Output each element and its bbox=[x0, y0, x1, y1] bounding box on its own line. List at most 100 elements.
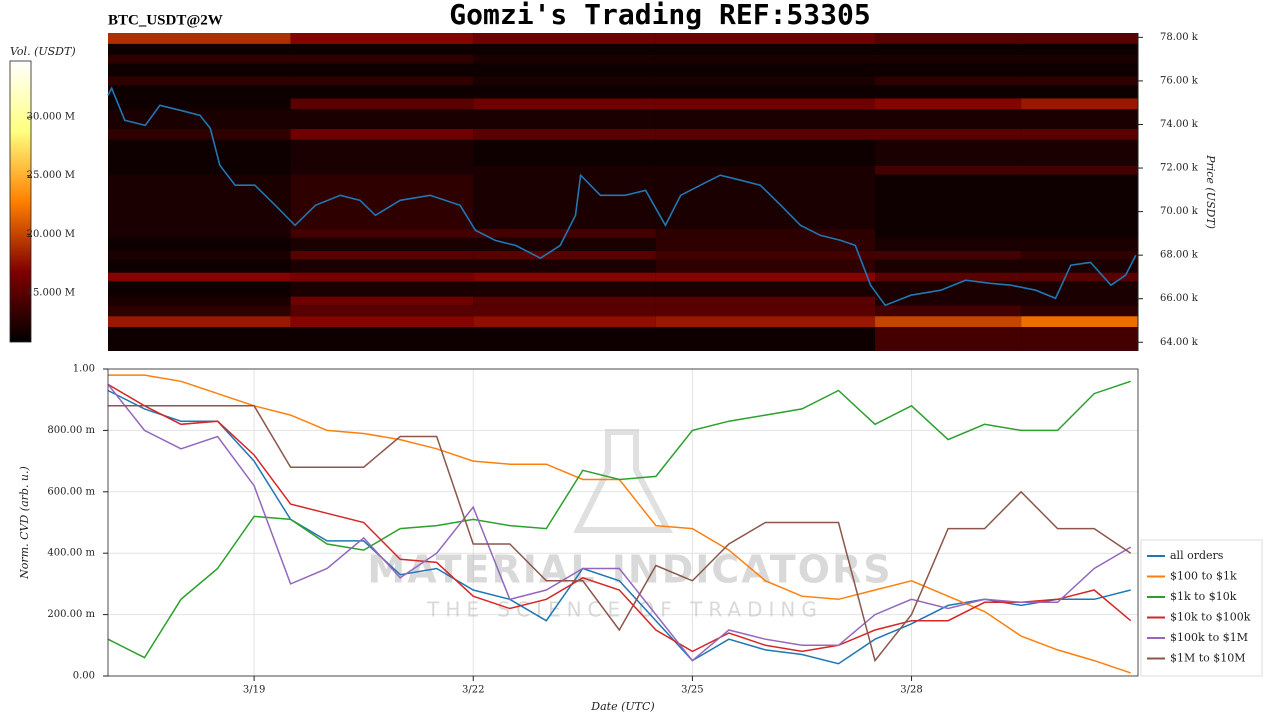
heat-cell bbox=[875, 296, 1022, 306]
heat-cell bbox=[108, 229, 291, 238]
heat-cell bbox=[875, 85, 1022, 99]
heat-cell bbox=[1021, 43, 1138, 55]
heat-cell bbox=[1021, 305, 1138, 317]
price-line bbox=[107, 86, 1137, 307]
y-tick-label: 78.00 k bbox=[1160, 32, 1199, 43]
legend-box bbox=[1140, 539, 1263, 677]
heat-cell bbox=[473, 85, 656, 99]
y-tick-label: 68.00 k bbox=[1160, 250, 1199, 261]
heat-cell bbox=[1021, 174, 1138, 230]
y-tick-label: 70.00 k bbox=[1160, 206, 1199, 217]
heat-cell bbox=[655, 33, 876, 44]
heat-cell bbox=[473, 139, 656, 166]
y-tick-label: 0.00 bbox=[73, 671, 95, 682]
heat-cell bbox=[108, 33, 291, 44]
heat-cell bbox=[108, 305, 291, 317]
heat-cell bbox=[655, 76, 876, 86]
heat-cell bbox=[875, 139, 1022, 166]
heat-cell bbox=[290, 272, 474, 282]
y-axis-label: Price (USDT) bbox=[1204, 154, 1217, 229]
heat-cell bbox=[290, 237, 474, 251]
heat-cell bbox=[1021, 63, 1138, 77]
heat-cell bbox=[655, 237, 876, 251]
heat-cell bbox=[655, 109, 876, 129]
heat-cell bbox=[290, 85, 474, 99]
heat-cell bbox=[875, 259, 1022, 273]
heat-cell bbox=[290, 316, 474, 328]
heat-cell bbox=[108, 316, 291, 328]
cvd-line bbox=[107, 389, 1131, 665]
heat-cell bbox=[290, 76, 474, 86]
heat-cell bbox=[473, 43, 656, 55]
heat-cell bbox=[1021, 272, 1138, 282]
heat-cell bbox=[655, 229, 876, 238]
heat-cell bbox=[875, 305, 1022, 317]
heat-cell bbox=[875, 33, 1022, 44]
subtitle: BTC_USDT@2W bbox=[108, 12, 223, 28]
y-tick-label: 600.00 m bbox=[47, 486, 95, 497]
heat-cell bbox=[655, 128, 876, 140]
heat-cell bbox=[655, 165, 876, 175]
colorbar-tick-label: 25.000 M bbox=[27, 170, 75, 181]
heat-cell bbox=[875, 250, 1022, 260]
heat-cell bbox=[473, 259, 656, 273]
heat-cell bbox=[290, 54, 474, 64]
heat-cell bbox=[1021, 281, 1138, 297]
heat-cell bbox=[290, 229, 474, 238]
heat-cell bbox=[875, 165, 1022, 175]
heat-cell bbox=[108, 63, 291, 77]
y-tick-label: 76.00 k bbox=[1160, 75, 1199, 86]
y-axis-label: Norm. CVD (arb. u.) bbox=[18, 466, 31, 580]
heat-cell bbox=[1021, 128, 1138, 140]
heat-cell bbox=[875, 316, 1022, 328]
heat-cell bbox=[290, 109, 474, 129]
legend-label: $100 to $1k bbox=[1170, 570, 1237, 583]
heat-cell bbox=[1021, 259, 1138, 273]
heat-cell bbox=[108, 85, 291, 99]
heat-cell bbox=[290, 33, 474, 44]
colorbar-tick-label: 15.000 M bbox=[27, 287, 75, 298]
heat-cell bbox=[1021, 316, 1138, 328]
heat-cell bbox=[473, 229, 656, 238]
heat-cell bbox=[290, 165, 474, 175]
heat-cell bbox=[1021, 327, 1138, 351]
heat-cell bbox=[108, 237, 291, 251]
heat-cell bbox=[473, 76, 656, 86]
heat-cell bbox=[290, 98, 474, 110]
heat-cell bbox=[655, 272, 876, 282]
heat-cell bbox=[290, 139, 474, 166]
heat-cell bbox=[1021, 296, 1138, 306]
y-tick-label: 200.00 m bbox=[47, 609, 95, 620]
x-tick-label: 3/25 bbox=[681, 685, 703, 696]
heat-cell bbox=[875, 237, 1022, 251]
heat-cell bbox=[875, 281, 1022, 297]
heat-cell bbox=[108, 272, 291, 282]
y-tick-label: 66.00 k bbox=[1160, 293, 1199, 304]
heat-cell bbox=[473, 305, 656, 317]
heat-cell bbox=[290, 296, 474, 306]
heat-cell bbox=[473, 250, 656, 260]
heat-cell bbox=[108, 259, 291, 273]
heat-cell bbox=[655, 259, 876, 273]
heat-cell bbox=[290, 281, 474, 297]
y-tick-label: 74.00 k bbox=[1160, 119, 1199, 130]
heat-cell bbox=[875, 109, 1022, 129]
heat-cell bbox=[1021, 165, 1138, 175]
heat-cell bbox=[1021, 98, 1138, 110]
heat-cell bbox=[473, 63, 656, 77]
heat-cell bbox=[875, 63, 1022, 77]
heat-cell bbox=[875, 98, 1022, 110]
heat-cell bbox=[655, 174, 876, 230]
heat-cell bbox=[875, 174, 1022, 230]
heat-cell bbox=[655, 305, 876, 317]
heat-cell bbox=[108, 98, 291, 110]
plot-frame bbox=[107, 368, 1139, 677]
heat-cell bbox=[473, 33, 656, 44]
heat-cell bbox=[108, 174, 291, 230]
heat-cell bbox=[290, 305, 474, 317]
y-tick-label: 72.00 k bbox=[1160, 163, 1199, 174]
watermark-flask bbox=[573, 429, 673, 533]
heat-cell bbox=[290, 43, 474, 55]
heat-cell bbox=[655, 139, 876, 166]
